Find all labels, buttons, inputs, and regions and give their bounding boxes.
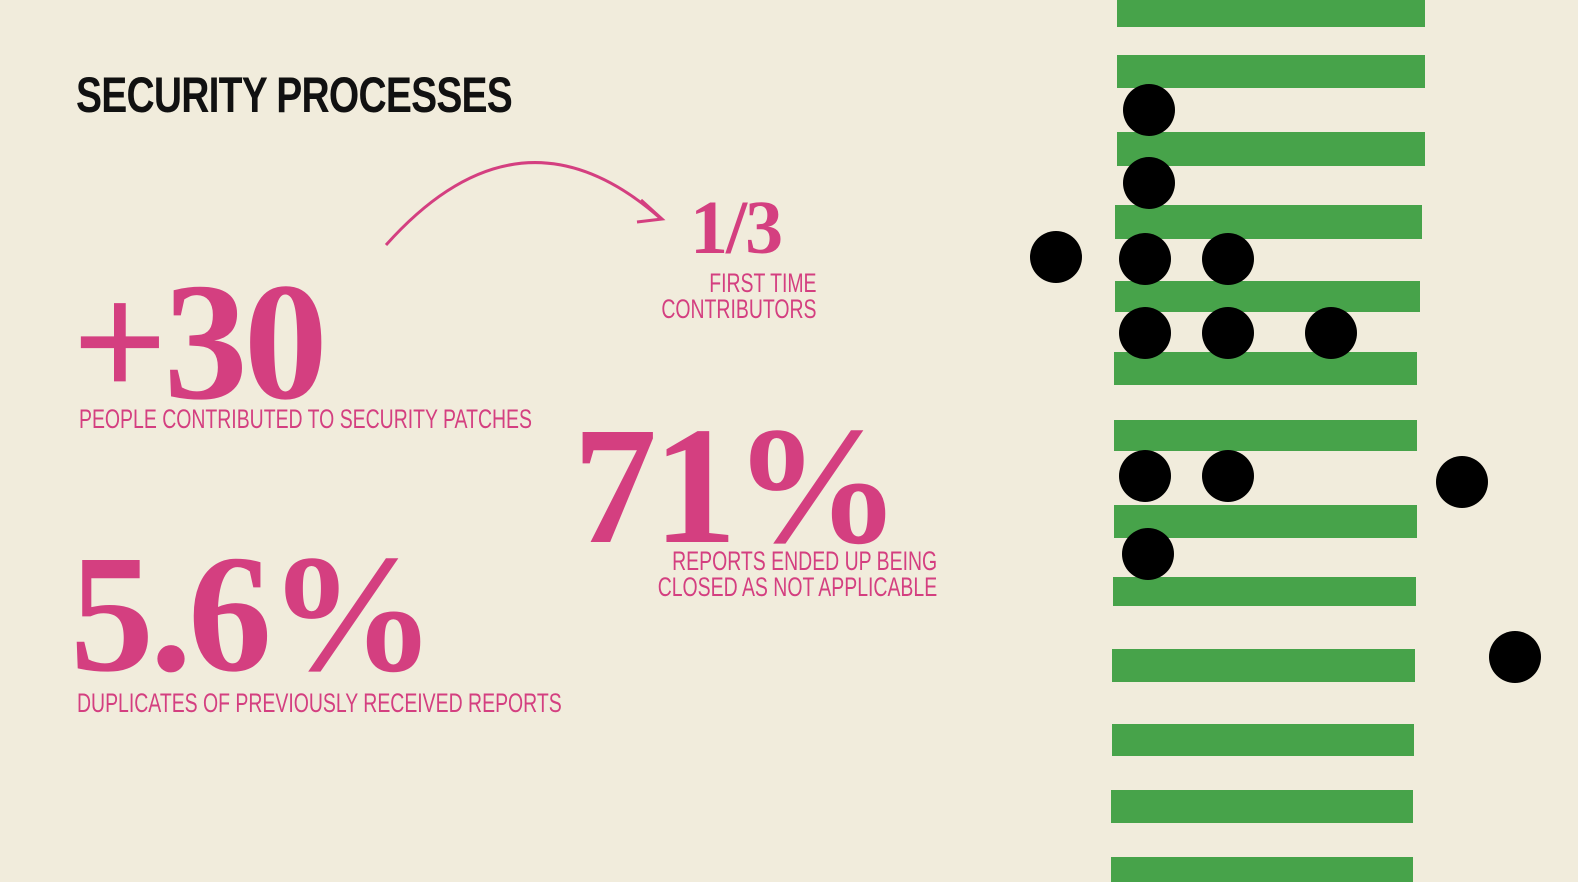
title: SECURITY PROCESSES (76, 67, 513, 123)
stat-value: 5.6% (70, 521, 436, 707)
label-line: DUPLICATES OF PREVIOUSLY RECEIVED REPORT… (77, 688, 562, 718)
green-bars (1111, 0, 1425, 882)
label-line: REPORTS ENDED UP BEING (671, 546, 937, 576)
stat-value: 1/3 (690, 186, 783, 270)
label-line: FIRST TIME (709, 268, 817, 298)
arrow-head (636, 198, 666, 224)
label-line: CLOSED AS NOT APPLICABLE (657, 572, 937, 602)
label-line: CONTRIBUTORS (661, 294, 817, 324)
stat-label: REPORTS ENDED UP BEING CLOSED AS NOT APPL… (657, 546, 937, 602)
stat-label: FIRST TIME CONTRIBUTORS (661, 268, 817, 324)
stat-value: 71% (573, 393, 901, 579)
stat-label: PEOPLE CONTRIBUTED TO SECURITY PATCHES (79, 404, 532, 434)
label-line: PEOPLE CONTRIBUTED TO SECURITY PATCHES (79, 404, 532, 434)
arrow (384, 161, 661, 246)
stat-label: DUPLICATES OF PREVIOUSLY RECEIVED REPORT… (77, 688, 562, 718)
stat-value: +30 (72, 249, 328, 435)
black-dots (1030, 84, 1541, 683)
